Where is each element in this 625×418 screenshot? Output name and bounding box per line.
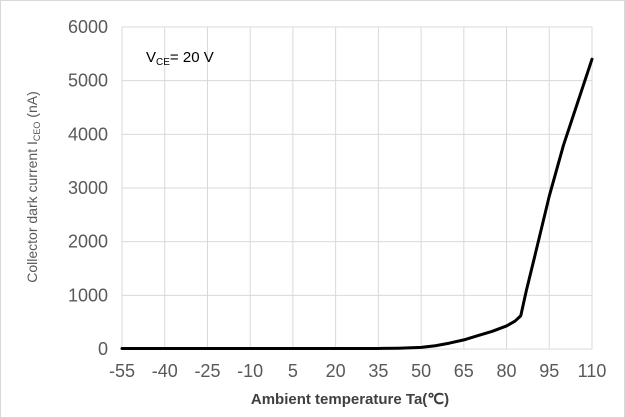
x-tick-label: 65: [454, 361, 474, 381]
x-tick-label: 20: [326, 361, 346, 381]
x-tick-label: 95: [539, 361, 559, 381]
y-axis-label-main: Collector dark current I: [24, 141, 40, 283]
grid-layer: [121, 26, 593, 350]
x-tick-label: -25: [194, 361, 220, 381]
y-tick-label: 3000: [68, 178, 108, 198]
vce-annotation-main: V: [146, 49, 156, 66]
x-axis-label: Ambient temperature Ta(℃): [251, 391, 449, 408]
y-axis-label-unit: (nA): [24, 91, 40, 121]
y-tick-label: 0: [98, 339, 108, 359]
y-tick-label: 6000: [68, 17, 108, 37]
x-tick-label: -55: [109, 361, 135, 381]
x-tick-label: 5: [288, 361, 298, 381]
dark-current-line: [120, 57, 594, 350]
x-tick-label: 80: [497, 361, 517, 381]
y-tick-label: 1000: [68, 285, 108, 305]
y-tick-label: 5000: [68, 71, 108, 91]
vce-annotation-sub: CE: [156, 57, 170, 68]
series-layer: [120, 57, 594, 350]
x-tick-label: 50: [411, 361, 431, 381]
x-tick-label: -40: [152, 361, 178, 381]
y-axis-label-sub: CEO: [32, 122, 42, 142]
x-tick-label: -10: [237, 361, 263, 381]
x-tick-label: 35: [368, 361, 388, 381]
y-axis-label: Collector dark current ICEO (nA): [24, 91, 42, 282]
x-tick-label: 110: [578, 361, 607, 381]
tick-label-layer: -55 -40 -25 -10 5 20 35 50 65 80 95 110 0 1000 2000 300…: [68, 17, 606, 381]
vce-annotation-post: = 20 V: [170, 49, 214, 66]
y-tick-label: 4000: [68, 124, 108, 144]
y-tick-label: 2000: [68, 232, 108, 252]
vce-annotation: VCE= 20 V: [146, 49, 214, 68]
